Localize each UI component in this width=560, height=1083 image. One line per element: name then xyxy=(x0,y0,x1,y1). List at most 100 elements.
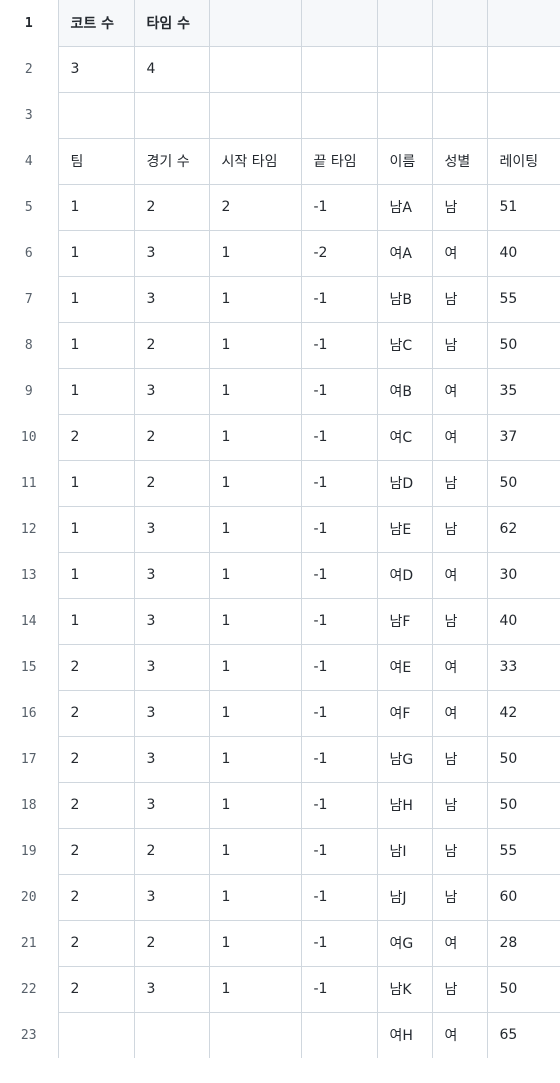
table-cell[interactable]: -1 xyxy=(300,965,378,1013)
table-cell[interactable]: 55 xyxy=(486,275,560,323)
table-cell[interactable]: 여F xyxy=(376,689,433,737)
table-cell[interactable]: 55 xyxy=(486,827,560,875)
table-cell[interactable]: 40 xyxy=(486,229,560,277)
table-cell[interactable]: 끝 타임 xyxy=(300,137,378,185)
row-number[interactable]: 21 xyxy=(0,920,59,966)
table-cell[interactable]: 남I xyxy=(376,827,433,875)
table-cell[interactable]: 경기 수 xyxy=(133,137,210,185)
table-cell[interactable]: -1 xyxy=(300,183,378,231)
table-cell[interactable]: 여 xyxy=(431,413,488,461)
row-number[interactable]: 12 xyxy=(0,506,59,552)
table-cell[interactable]: 3 xyxy=(133,643,210,691)
table-cell[interactable]: 1 xyxy=(57,275,135,323)
table-cell[interactable]: 여 xyxy=(431,551,488,599)
table-cell[interactable]: 여A xyxy=(376,229,433,277)
table-cell[interactable]: 28 xyxy=(486,919,560,967)
table-cell[interactable]: 1 xyxy=(208,459,302,507)
table-cell[interactable]: 1 xyxy=(57,597,135,645)
table-cell[interactable]: 1 xyxy=(208,413,302,461)
row-number[interactable]: 22 xyxy=(0,966,59,1012)
table-cell[interactable]: 2 xyxy=(133,321,210,369)
row-number[interactable]: 1 xyxy=(0,0,59,46)
table-cell[interactable]: 시작 타임 xyxy=(208,137,302,185)
table-cell[interactable]: 2 xyxy=(57,643,135,691)
table-cell[interactable] xyxy=(208,1011,302,1058)
table-cell[interactable]: 남A xyxy=(376,183,433,231)
table-cell[interactable]: 1 xyxy=(208,275,302,323)
row-number[interactable]: 6 xyxy=(0,230,59,276)
row-number[interactable]: 18 xyxy=(0,782,59,828)
table-cell[interactable]: 타임 수 xyxy=(133,0,210,47)
table-cell[interactable]: 1 xyxy=(57,367,135,415)
table-cell[interactable] xyxy=(300,45,378,93)
table-cell[interactable]: 2 xyxy=(57,689,135,737)
table-cell[interactable]: 남F xyxy=(376,597,433,645)
row-number[interactable]: 17 xyxy=(0,736,59,782)
table-cell[interactable]: 남 xyxy=(431,183,488,231)
table-cell[interactable] xyxy=(431,45,488,93)
table-cell[interactable]: -1 xyxy=(300,459,378,507)
table-cell[interactable]: 2 xyxy=(57,827,135,875)
table-cell[interactable]: 남 xyxy=(431,597,488,645)
row-number[interactable]: 15 xyxy=(0,644,59,690)
row-number[interactable]: 11 xyxy=(0,460,59,506)
table-cell[interactable]: -1 xyxy=(300,873,378,921)
table-cell[interactable]: 여 xyxy=(431,367,488,415)
table-cell[interactable] xyxy=(133,1011,210,1058)
table-cell[interactable]: 남J xyxy=(376,873,433,921)
table-cell[interactable]: 50 xyxy=(486,459,560,507)
table-cell[interactable]: 남E xyxy=(376,505,433,553)
table-cell[interactable]: 1 xyxy=(208,689,302,737)
table-cell[interactable]: 1 xyxy=(208,597,302,645)
table-cell[interactable]: 1 xyxy=(208,551,302,599)
table-cell[interactable]: 2 xyxy=(133,413,210,461)
table-cell[interactable]: 3 xyxy=(57,45,135,93)
table-cell[interactable]: 2 xyxy=(133,919,210,967)
row-number[interactable]: 13 xyxy=(0,552,59,598)
table-cell[interactable]: 50 xyxy=(486,735,560,783)
table-cell[interactable]: 1 xyxy=(57,183,135,231)
table-cell[interactable]: 여 xyxy=(431,643,488,691)
row-number[interactable]: 23 xyxy=(0,1012,59,1058)
table-cell[interactable]: 42 xyxy=(486,689,560,737)
table-cell[interactable]: 여D xyxy=(376,551,433,599)
table-cell[interactable]: -1 xyxy=(300,827,378,875)
table-cell[interactable]: 65 xyxy=(486,1011,560,1058)
row-number[interactable]: 14 xyxy=(0,598,59,644)
table-cell[interactable]: 1 xyxy=(208,321,302,369)
table-cell[interactable]: 1 xyxy=(208,367,302,415)
table-cell[interactable]: 2 xyxy=(57,965,135,1013)
table-cell[interactable]: -1 xyxy=(300,367,378,415)
table-cell[interactable]: 2 xyxy=(57,873,135,921)
table-cell[interactable]: 2 xyxy=(57,413,135,461)
table-cell[interactable] xyxy=(486,45,560,93)
table-cell[interactable]: 여H xyxy=(376,1011,433,1058)
table-cell[interactable]: 남C xyxy=(376,321,433,369)
row-number[interactable]: 20 xyxy=(0,874,59,920)
table-cell[interactable]: 남H xyxy=(376,781,433,829)
table-cell[interactable]: 여 xyxy=(431,1011,488,1058)
table-cell[interactable]: 남D xyxy=(376,459,433,507)
table-cell[interactable] xyxy=(133,91,210,139)
table-cell[interactable]: 남 xyxy=(431,459,488,507)
table-cell[interactable] xyxy=(300,0,378,47)
table-cell[interactable]: 여C xyxy=(376,413,433,461)
table-cell[interactable] xyxy=(300,91,378,139)
table-cell[interactable]: 여 xyxy=(431,229,488,277)
table-cell[interactable]: 2 xyxy=(133,827,210,875)
table-cell[interactable]: 남 xyxy=(431,505,488,553)
table-cell[interactable]: 3 xyxy=(133,275,210,323)
table-cell[interactable]: -1 xyxy=(300,597,378,645)
table-cell[interactable] xyxy=(431,91,488,139)
table-cell[interactable]: 3 xyxy=(133,551,210,599)
table-cell[interactable]: 35 xyxy=(486,367,560,415)
table-cell[interactable]: 40 xyxy=(486,597,560,645)
table-cell[interactable]: 1 xyxy=(57,505,135,553)
table-cell[interactable]: 남 xyxy=(431,735,488,783)
row-number[interactable]: 9 xyxy=(0,368,59,414)
table-cell[interactable] xyxy=(57,91,135,139)
table-cell[interactable]: 3 xyxy=(133,229,210,277)
table-cell[interactable]: 남 xyxy=(431,827,488,875)
table-cell[interactable]: -1 xyxy=(300,919,378,967)
table-cell[interactable]: 남 xyxy=(431,965,488,1013)
